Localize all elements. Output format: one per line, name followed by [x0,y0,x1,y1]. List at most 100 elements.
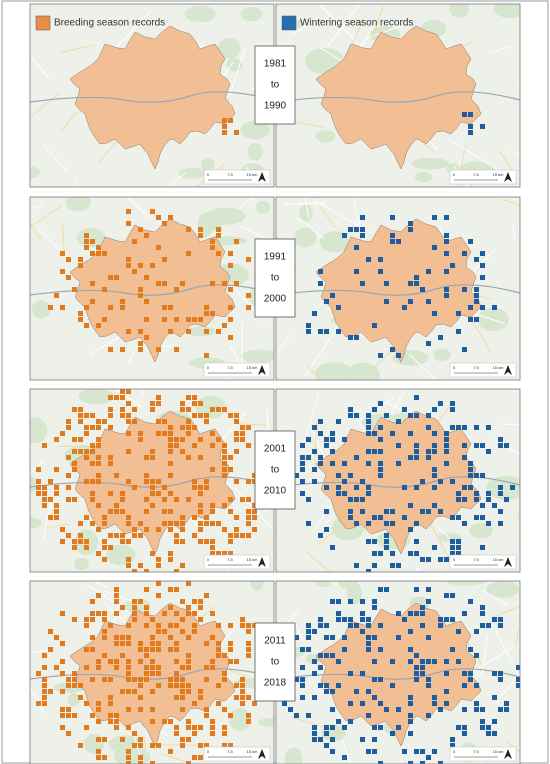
period-label: 2011 [264,636,286,647]
record-square [414,587,419,592]
record-square [138,755,143,760]
record-square [366,257,371,262]
period-box [254,45,296,125]
record-square [156,743,161,748]
record-square [474,257,479,262]
record-square [174,533,179,538]
record-square [150,503,155,508]
record-square [138,659,143,664]
record-square [168,437,173,442]
green-area [201,158,215,172]
record-square [456,539,461,544]
period-label: 2018 [264,678,287,689]
record-square [174,671,179,676]
record-square [432,485,437,490]
record-square [234,239,239,244]
record-square [156,215,161,220]
record-square [306,647,311,652]
record-square [300,461,305,466]
record-square [330,689,335,694]
map-body [276,581,520,764]
record-square [402,515,407,520]
record-square [198,413,203,418]
record-square [78,533,83,538]
record-square [396,353,401,358]
record-square [174,647,179,652]
record-square [192,413,197,418]
record-square [420,665,425,670]
record-square [462,611,467,616]
record-square [210,545,215,550]
record-square [228,455,233,460]
record-square [210,509,215,514]
record-square [408,761,413,764]
record-square [342,233,347,238]
record-square [432,431,437,436]
record-square [210,725,215,730]
record-square [168,521,173,526]
record-square [378,647,383,652]
record-square [330,653,335,658]
road [238,423,267,426]
record-square [336,485,341,490]
record-square [240,533,245,538]
legend-label: Breeding season records [54,18,165,29]
record-square [300,677,305,682]
record-square [444,701,449,706]
record-square [354,455,359,460]
record-square [198,743,203,748]
record-square [450,593,455,598]
record-square [150,491,155,496]
record-square [438,557,443,562]
record-square [138,695,143,700]
record-square [126,539,131,544]
record-square [390,431,395,436]
record-square [312,725,317,730]
period-box [254,622,296,702]
record-square [438,707,443,712]
record-square [378,437,383,442]
record-square [156,623,161,628]
record-square [312,467,317,472]
green-area [250,581,264,591]
record-square [468,130,473,135]
record-square [180,617,185,622]
record-square [336,419,341,424]
record-square [462,485,467,490]
record-square [198,539,203,544]
record-square [492,617,497,622]
record-square [300,443,305,448]
record-square [54,437,59,442]
record-square [384,299,389,304]
legend-label: Wintering season records [300,18,413,29]
record-square [444,287,449,292]
record-square [60,431,65,436]
record-square [198,401,203,406]
record-square [90,599,95,604]
record-square [330,545,335,550]
record-square [480,545,485,550]
record-square [456,497,461,502]
record-square [126,749,131,754]
record-square [408,431,413,436]
green-area [83,734,105,754]
road [126,197,151,220]
record-square [246,629,251,634]
record-square [144,623,149,628]
record-square [222,731,227,736]
record-square [516,683,520,688]
record-square [108,275,113,280]
record-square [114,587,119,592]
green-area [184,5,216,23]
record-square [144,605,149,610]
record-square [210,521,215,526]
record-square [144,647,149,652]
record-square [60,713,65,718]
record-square [348,719,353,724]
record-square [450,743,455,748]
record-square [366,419,371,424]
record-square [168,473,173,478]
record-square [378,551,383,556]
record-square [312,449,317,454]
record-square [60,689,65,694]
